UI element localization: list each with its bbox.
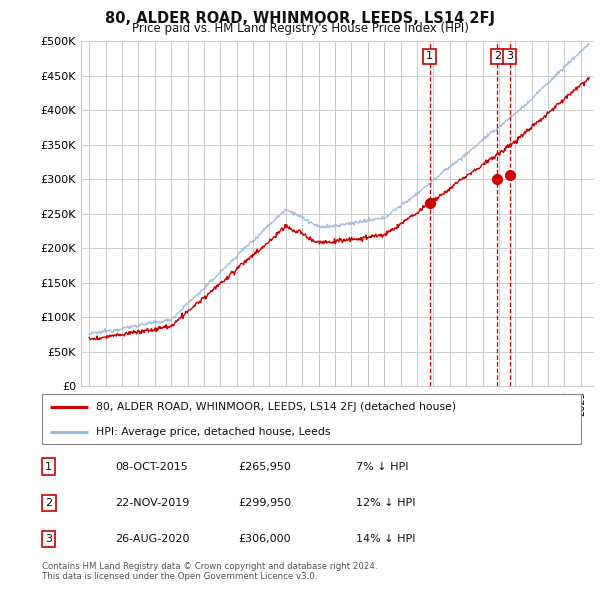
- Text: 80, ALDER ROAD, WHINMOOR, LEEDS, LS14 2FJ (detached house): 80, ALDER ROAD, WHINMOOR, LEEDS, LS14 2F…: [97, 402, 457, 412]
- Text: 7% ↓ HPI: 7% ↓ HPI: [356, 461, 408, 471]
- Text: 26-AUG-2020: 26-AUG-2020: [115, 535, 190, 545]
- FancyBboxPatch shape: [42, 394, 581, 444]
- Text: 1: 1: [426, 51, 433, 61]
- Text: 08-OCT-2015: 08-OCT-2015: [115, 461, 188, 471]
- Text: HPI: Average price, detached house, Leeds: HPI: Average price, detached house, Leed…: [97, 427, 331, 437]
- Text: £265,950: £265,950: [238, 461, 291, 471]
- Text: £306,000: £306,000: [238, 535, 291, 545]
- Text: 3: 3: [46, 535, 52, 545]
- Text: 1: 1: [46, 461, 52, 471]
- Text: 12% ↓ HPI: 12% ↓ HPI: [356, 498, 415, 508]
- Text: 2: 2: [494, 51, 501, 61]
- Text: 80, ALDER ROAD, WHINMOOR, LEEDS, LS14 2FJ: 80, ALDER ROAD, WHINMOOR, LEEDS, LS14 2F…: [105, 11, 495, 25]
- Text: 22-NOV-2019: 22-NOV-2019: [115, 498, 190, 508]
- Text: £299,950: £299,950: [238, 498, 292, 508]
- Text: Contains HM Land Registry data © Crown copyright and database right 2024.
This d: Contains HM Land Registry data © Crown c…: [42, 562, 377, 581]
- Text: 3: 3: [506, 51, 513, 61]
- Text: 14% ↓ HPI: 14% ↓ HPI: [356, 535, 415, 545]
- Text: 2: 2: [45, 498, 52, 508]
- Text: Price paid vs. HM Land Registry's House Price Index (HPI): Price paid vs. HM Land Registry's House …: [131, 22, 469, 35]
